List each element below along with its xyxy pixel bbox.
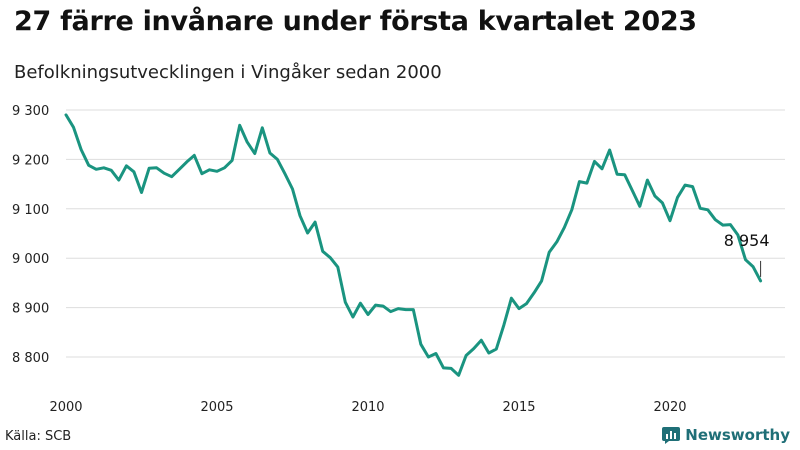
chart-title: 27 färre invånare under första kvartalet… — [14, 6, 697, 37]
y-tick-label: 9 300 — [12, 104, 49, 119]
y-tick-label: 9 100 — [12, 203, 49, 218]
x-axis-tick-labels: 2000 2005 2010 2015 2020 — [49, 400, 686, 415]
x-tick-label: 2020 — [653, 400, 686, 415]
grid-lines — [66, 109, 785, 358]
y-tick-label: 8 900 — [12, 302, 49, 317]
bar-chart-icon — [662, 426, 681, 444]
x-tick-label: 2000 — [49, 400, 82, 415]
source-note: Källa: SCB — [5, 429, 72, 444]
x-tick-label: 2015 — [502, 400, 535, 415]
x-tick-label: 2005 — [200, 400, 233, 415]
annotation-label: 8 954 — [724, 231, 770, 250]
brand-name: Newsworthy — [685, 426, 790, 444]
brand-logo[interactable]: Newsworthy — [662, 426, 790, 444]
chart-subtitle: Befolkningsutvecklingen i Vingåker sedan… — [14, 62, 442, 83]
x-tick-label: 2010 — [351, 400, 384, 415]
y-tick-label: 9 200 — [12, 153, 49, 168]
y-tick-label: 9 000 — [12, 252, 49, 267]
y-tick-label: 8 800 — [12, 351, 49, 366]
population-line — [64, 113, 763, 377]
y-axis-tick-labels: 8 800 8 900 9 000 9 100 9 200 9 300 — [12, 104, 49, 366]
